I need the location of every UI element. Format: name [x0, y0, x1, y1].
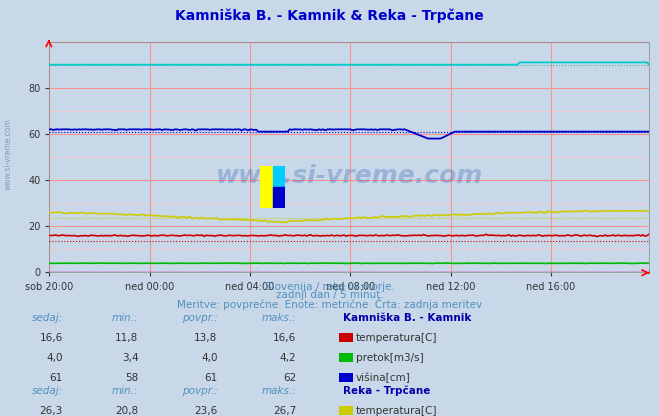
Text: 23,6: 23,6 [194, 406, 217, 416]
Text: 26,3: 26,3 [40, 406, 63, 416]
Text: 16,6: 16,6 [273, 333, 297, 343]
Text: zadnji dan / 5 minut.: zadnji dan / 5 minut. [275, 290, 384, 300]
Text: 61: 61 [49, 373, 63, 383]
Text: 4,0: 4,0 [201, 353, 217, 363]
Text: povpr.:: povpr.: [182, 313, 217, 323]
Text: 4,2: 4,2 [280, 353, 297, 363]
Text: 62: 62 [283, 373, 297, 383]
Text: min.:: min.: [112, 313, 138, 323]
Text: maks.:: maks.: [262, 313, 297, 323]
Text: 4,0: 4,0 [46, 353, 63, 363]
Text: višina[cm]: višina[cm] [356, 373, 411, 384]
Text: min.:: min.: [112, 386, 138, 396]
Text: pretok[m3/s]: pretok[m3/s] [356, 353, 424, 363]
Text: Reka - Trpčane: Reka - Trpčane [343, 386, 430, 396]
Text: 3,4: 3,4 [122, 353, 138, 363]
Text: www.si-vreme.com: www.si-vreme.com [3, 118, 13, 190]
Text: sedaj:: sedaj: [32, 386, 63, 396]
Text: 13,8: 13,8 [194, 333, 217, 343]
Text: Slovenija / reke in morje.: Slovenija / reke in morje. [264, 282, 395, 292]
Text: Kamniška B. - Kamnik & Reka - Trpčane: Kamniška B. - Kamnik & Reka - Trpčane [175, 9, 484, 23]
Text: www.si-vreme.com: www.si-vreme.com [215, 163, 483, 188]
Text: temperatura[C]: temperatura[C] [356, 333, 438, 343]
Text: 58: 58 [125, 373, 138, 383]
Text: 16,6: 16,6 [40, 333, 63, 343]
Text: 61: 61 [204, 373, 217, 383]
Text: Meritve: povprečne  Enote: metrične  Črta: zadnja meritev: Meritve: povprečne Enote: metrične Črta:… [177, 298, 482, 310]
Text: povpr.:: povpr.: [182, 386, 217, 396]
Text: 26,7: 26,7 [273, 406, 297, 416]
Text: 20,8: 20,8 [115, 406, 138, 416]
Text: 11,8: 11,8 [115, 333, 138, 343]
Bar [260, 166, 273, 208]
Bar [273, 166, 285, 187]
Bar [273, 187, 285, 208]
Text: temperatura[C]: temperatura[C] [356, 406, 438, 416]
Text: maks.:: maks.: [262, 386, 297, 396]
Text: Kamniška B. - Kamnik: Kamniška B. - Kamnik [343, 313, 471, 323]
Text: sedaj:: sedaj: [32, 313, 63, 323]
